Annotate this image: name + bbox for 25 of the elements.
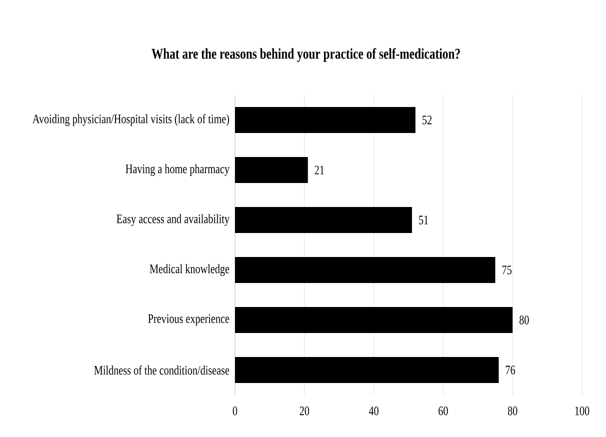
data-label: 80 — [520, 316, 529, 324]
y-tick-label: Mildness of the condition/disease — [94, 365, 230, 375]
data-label: 52 — [422, 116, 432, 124]
bar — [235, 257, 496, 284]
y-tick-label: Easy access and availability — [116, 214, 230, 226]
bar — [235, 207, 412, 234]
x-tick-label: 40 — [368, 406, 378, 416]
x-tick-label: 60 — [438, 406, 448, 416]
bar — [235, 157, 308, 184]
x-tick-label: 0 — [232, 406, 238, 416]
data-label: 21 — [314, 166, 324, 174]
x-tick-label: 80 — [508, 406, 518, 416]
bar — [235, 307, 513, 334]
x-tick-label: 20 — [300, 406, 310, 416]
data-label: 75 — [502, 266, 512, 274]
chart-title: What are the reasons behind your practice of self-medication? — [152, 48, 460, 62]
y-tick-label: Avoiding physician/Hospital visits (lack of time) — [32, 114, 230, 126]
data-label: 76 — [506, 366, 516, 374]
y-tick-label: Having a home pharmacy — [126, 164, 230, 176]
bar — [235, 107, 416, 134]
y-tick-label: Medical knowledge — [150, 264, 230, 276]
x-tick-label: 100 — [575, 406, 590, 416]
data-label: 51 — [419, 216, 428, 224]
bar — [235, 357, 499, 384]
y-tick-label: Previous experience — [148, 314, 230, 326]
